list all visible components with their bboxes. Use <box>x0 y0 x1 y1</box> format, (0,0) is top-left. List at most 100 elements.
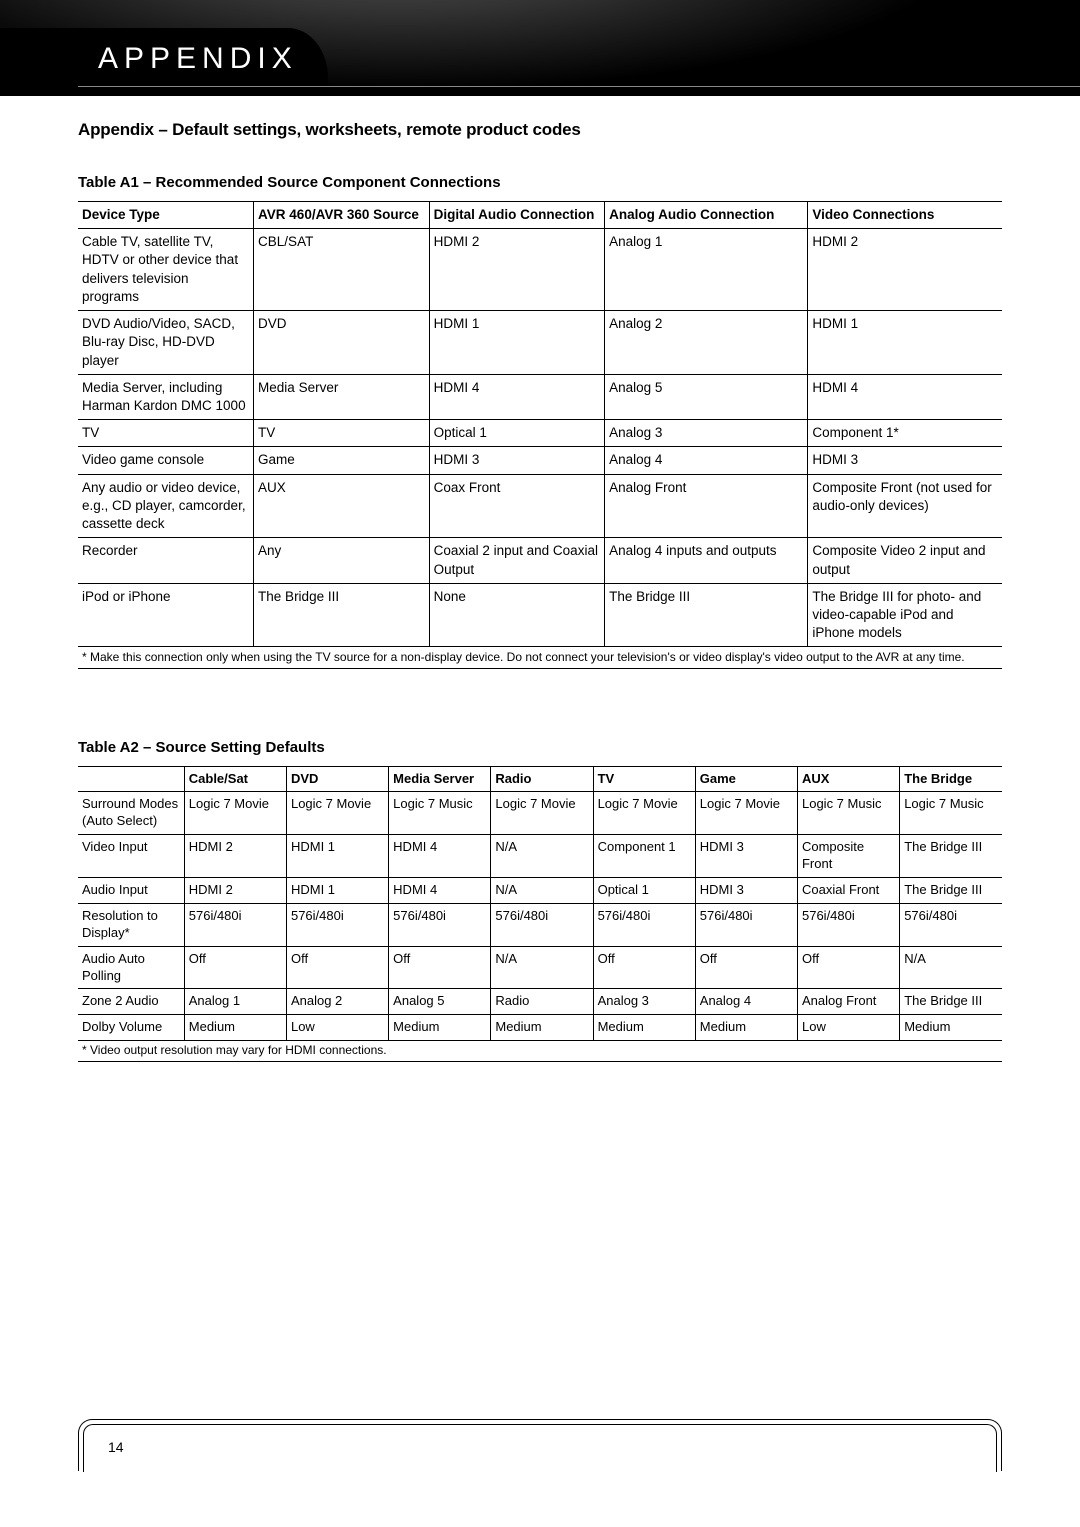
table-cell: Composite Front <box>797 835 899 878</box>
table-cell: iPod or iPhone <box>78 583 254 647</box>
table-cell: The Bridge III <box>900 878 1002 904</box>
table-cell: Coaxial 2 input and Coaxial Output <box>429 538 605 583</box>
table-cell: HDMI 3 <box>695 835 797 878</box>
table-cell: N/A <box>491 946 593 989</box>
table-cell: Analog 5 <box>605 374 808 419</box>
table-cell: 576i/480i <box>491 903 593 946</box>
table-cell: Analog 2 <box>286 989 388 1015</box>
table-row: Dolby VolumeMediumLowMediumMediumMediumM… <box>78 1015 1002 1041</box>
table-cell: 576i/480i <box>593 903 695 946</box>
table-cell: The Bridge III <box>605 583 808 647</box>
table-cell: Analog 4 <box>605 447 808 474</box>
col-header <box>78 766 184 792</box>
table-footnote-row: * Video output resolution may vary for H… <box>78 1041 1002 1062</box>
table-cell: Logic 7 Music <box>389 792 491 835</box>
table-cell: None <box>429 583 605 647</box>
table-cell: Media Server <box>254 374 430 419</box>
table-cell: Medium <box>184 1015 286 1041</box>
header-underline <box>78 86 1080 87</box>
table-cell: 576i/480i <box>797 903 899 946</box>
table-cell: Radio <box>491 989 593 1015</box>
table-cell: The Bridge III <box>900 835 1002 878</box>
table-cell: Coaxial Front <box>797 878 899 904</box>
table-cell: Low <box>286 1015 388 1041</box>
table-cell: Off <box>797 946 899 989</box>
page-number: 14 <box>108 1439 124 1455</box>
table-cell: The Bridge III <box>900 989 1002 1015</box>
table-cell: Logic 7 Music <box>900 792 1002 835</box>
table-cell: HDMI 4 <box>808 374 1002 419</box>
table-cell: Low <box>797 1015 899 1041</box>
table-cell: 576i/480i <box>695 903 797 946</box>
table-cell: Off <box>593 946 695 989</box>
table-cell: Logic 7 Movie <box>593 792 695 835</box>
table-cell: Composite Video 2 input and output <box>808 538 1002 583</box>
table-cell: Coax Front <box>429 474 605 538</box>
table-cell: Audio Auto Polling <box>78 946 184 989</box>
table-cell: The Bridge III for photo- and video-capa… <box>808 583 1002 647</box>
col-header: Device Type <box>78 202 254 229</box>
table-cell: 576i/480i <box>286 903 388 946</box>
table-cell: DVD <box>254 311 430 375</box>
table-cell: CBL/SAT <box>254 229 430 311</box>
table-cell: Analog 4 inputs and outputs <box>605 538 808 583</box>
table-cell: HDMI 3 <box>695 878 797 904</box>
table-cell: Optical 1 <box>593 878 695 904</box>
table-cell: HDMI 4 <box>389 878 491 904</box>
table-row: Surround Modes (Auto Select)Logic 7 Movi… <box>78 792 1002 835</box>
table-cell: Audio Input <box>78 878 184 904</box>
table-cell: Analog 1 <box>605 229 808 311</box>
table-cell: HDMI 1 <box>429 311 605 375</box>
table-cell: HDMI 2 <box>184 835 286 878</box>
table-footnote-row: * Make this connection only when using t… <box>78 647 1002 668</box>
table-cell: Dolby Volume <box>78 1015 184 1041</box>
table-cell: Any audio or video device, e.g., CD play… <box>78 474 254 538</box>
table-cell: Medium <box>900 1015 1002 1041</box>
table-cell: Analog 1 <box>184 989 286 1015</box>
table-row: DVD Audio/Video, SACD, Blu-ray Disc, HD-… <box>78 311 1002 375</box>
table-cell: DVD Audio/Video, SACD, Blu-ray Disc, HD-… <box>78 311 254 375</box>
table-cell: HDMI 4 <box>429 374 605 419</box>
table-cell: Analog 4 <box>695 989 797 1015</box>
table-a2-caption: Table A2 – Source Setting Defaults <box>78 739 1002 756</box>
table-cell: N/A <box>491 835 593 878</box>
table-cell: Off <box>389 946 491 989</box>
table-cell: 576i/480i <box>389 903 491 946</box>
table-a1-caption: Table A1 – Recommended Source Component … <box>78 174 1002 191</box>
table-cell: Component 1 <box>593 835 695 878</box>
table-cell: Video Input <box>78 835 184 878</box>
table-cell: HDMI 2 <box>429 229 605 311</box>
table-cell: Composite Front (not used for audio-only… <box>808 474 1002 538</box>
col-header: Radio <box>491 766 593 792</box>
table-cell: Analog 3 <box>593 989 695 1015</box>
table-cell: HDMI 3 <box>429 447 605 474</box>
col-header: Analog Audio Connection <box>605 202 808 229</box>
table-cell: Component 1* <box>808 420 1002 447</box>
col-header: DVD <box>286 766 388 792</box>
table-row: Audio InputHDMI 2HDMI 1HDMI 4N/AOptical … <box>78 878 1002 904</box>
table-footnote: * Video output resolution may vary for H… <box>78 1041 1002 1062</box>
table-cell: Any <box>254 538 430 583</box>
table-cell: Optical 1 <box>429 420 605 447</box>
table-cell: Analog 5 <box>389 989 491 1015</box>
page-footer: 14 <box>78 1419 1002 1471</box>
table-cell: Medium <box>593 1015 695 1041</box>
table-cell: Logic 7 Movie <box>695 792 797 835</box>
col-header: The Bridge <box>900 766 1002 792</box>
table-cell: HDMI 1 <box>286 878 388 904</box>
table-cell: Analog 3 <box>605 420 808 447</box>
table-cell: Analog 2 <box>605 311 808 375</box>
header-band: APPENDIX <box>0 0 1080 96</box>
table-cell: Video game console <box>78 447 254 474</box>
col-header: Media Server <box>389 766 491 792</box>
col-header: Digital Audio Connection <box>429 202 605 229</box>
col-header: Video Connections <box>808 202 1002 229</box>
col-header: AVR 460/AVR 360 Source <box>254 202 430 229</box>
table-row: TVTVOptical 1Analog 3Component 1* <box>78 420 1002 447</box>
table-cell: Logic 7 Movie <box>184 792 286 835</box>
table-cell: Off <box>695 946 797 989</box>
table-row: Video game consoleGameHDMI 3Analog 4HDMI… <box>78 447 1002 474</box>
table-cell: Analog Front <box>797 989 899 1015</box>
table-row: Video InputHDMI 2HDMI 1HDMI 4N/AComponen… <box>78 835 1002 878</box>
page-footer-inner: 14 <box>83 1424 997 1472</box>
